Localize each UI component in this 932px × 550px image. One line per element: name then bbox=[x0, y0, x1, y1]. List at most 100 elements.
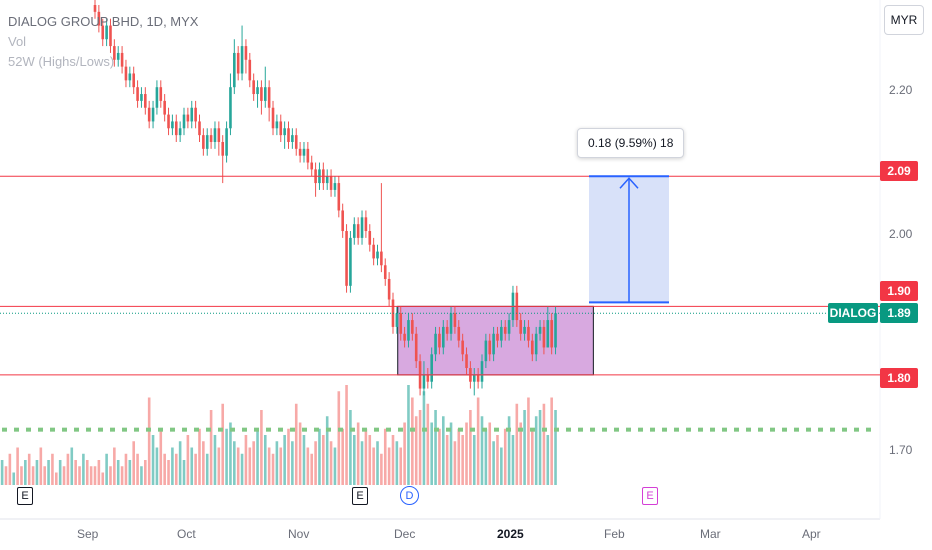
candle-body bbox=[527, 326, 530, 341]
volume-bar bbox=[113, 447, 116, 485]
earnings-icon[interactable]: E bbox=[17, 487, 33, 505]
volume-bar bbox=[302, 435, 306, 485]
candle-body bbox=[426, 374, 430, 382]
dotted-marker bbox=[98, 427, 103, 432]
volume-bar bbox=[55, 472, 58, 485]
candle bbox=[233, 39, 236, 95]
volume-bar bbox=[31, 466, 35, 485]
candle-body bbox=[291, 135, 294, 142]
candle bbox=[167, 107, 170, 136]
candle-body bbox=[236, 52, 240, 74]
dotted-marker bbox=[506, 427, 511, 432]
candle-body bbox=[101, 25, 105, 40]
candle-body bbox=[496, 333, 499, 341]
volume-indicator-label[interactable]: Vol bbox=[8, 34, 27, 49]
candle-body bbox=[302, 148, 306, 156]
dotted-marker bbox=[722, 427, 727, 432]
candle-body bbox=[395, 313, 399, 327]
candle bbox=[387, 272, 391, 307]
volume-bar bbox=[503, 428, 507, 485]
candle bbox=[380, 183, 383, 273]
volume-bar bbox=[356, 422, 360, 485]
price-tag-resistance: 1.90 bbox=[880, 281, 918, 301]
candle bbox=[527, 320, 530, 348]
candle bbox=[496, 326, 499, 348]
52w-indicator-label[interactable]: 52W (Highs/Lows) bbox=[8, 54, 115, 69]
range-box[interactable] bbox=[397, 305, 594, 376]
volume-bar bbox=[476, 397, 480, 485]
volume-bar bbox=[4, 466, 8, 485]
volume-bar bbox=[469, 410, 472, 485]
volume-bar bbox=[163, 453, 166, 485]
candle bbox=[341, 203, 344, 238]
candle bbox=[302, 141, 306, 163]
candle-body bbox=[519, 320, 522, 334]
candle-body bbox=[430, 354, 433, 382]
horizontal-lines bbox=[0, 175, 880, 376]
earnings-icon[interactable]: E bbox=[352, 487, 368, 505]
candle-body bbox=[465, 354, 468, 369]
candle bbox=[534, 326, 538, 362]
candle bbox=[360, 210, 364, 245]
volume-bar bbox=[542, 403, 546, 485]
volume-bar bbox=[531, 428, 534, 485]
candle bbox=[105, 18, 108, 47]
dotted-marker bbox=[422, 427, 427, 432]
volume-bar bbox=[105, 453, 108, 485]
measure-label: 0.18 (9.59%) 18 bbox=[577, 128, 685, 158]
dotted-marker bbox=[74, 427, 79, 432]
candle bbox=[314, 162, 317, 197]
candle-body bbox=[306, 148, 310, 163]
candle-body bbox=[113, 46, 116, 60]
volume-bar bbox=[62, 466, 66, 485]
candle-body bbox=[186, 114, 190, 122]
dotted-marker bbox=[326, 427, 331, 432]
currency-button[interactable]: MYR bbox=[884, 5, 924, 35]
volume-bar bbox=[167, 460, 170, 485]
volume-bar bbox=[422, 391, 426, 485]
candle bbox=[287, 121, 290, 149]
volume-bar bbox=[136, 453, 139, 485]
dotted-marker bbox=[698, 427, 703, 432]
symbol-title[interactable]: DIALOG GROUP BHD, 1D, MYX bbox=[8, 14, 199, 29]
candle-body bbox=[534, 333, 538, 355]
dotted-marker bbox=[806, 427, 811, 432]
dotted-marker bbox=[542, 427, 547, 432]
candle bbox=[260, 80, 263, 115]
volume-bar bbox=[198, 428, 201, 485]
candle-body bbox=[229, 87, 232, 129]
dotted-marker bbox=[590, 427, 595, 432]
dotted-marker bbox=[530, 427, 535, 432]
candle bbox=[430, 347, 433, 389]
candle bbox=[244, 39, 248, 74]
dotted-marker bbox=[770, 427, 775, 432]
candle bbox=[438, 326, 441, 355]
candle bbox=[457, 320, 461, 348]
volume-bar bbox=[109, 466, 112, 485]
earnings-icon[interactable]: E bbox=[642, 487, 658, 505]
candle bbox=[132, 66, 135, 95]
candle bbox=[209, 128, 213, 149]
candle bbox=[194, 100, 197, 129]
candle-body bbox=[550, 320, 553, 348]
candle bbox=[434, 326, 437, 362]
volume-bar bbox=[457, 428, 461, 485]
candle bbox=[155, 80, 159, 115]
candle-body bbox=[279, 121, 283, 136]
candle-body bbox=[225, 128, 228, 156]
candle bbox=[550, 313, 553, 355]
candle bbox=[480, 354, 484, 389]
candle-body bbox=[124, 66, 128, 81]
candle bbox=[136, 80, 139, 108]
dividend-icon[interactable]: D bbox=[400, 486, 419, 505]
time-label-sep: Sep bbox=[77, 527, 99, 541]
candle-body bbox=[97, 11, 101, 26]
volume-bar bbox=[82, 453, 85, 485]
candle-body bbox=[132, 73, 135, 88]
candle-body bbox=[217, 128, 221, 142]
candle-body bbox=[523, 326, 526, 334]
volume-bar bbox=[438, 428, 441, 485]
candle-body bbox=[147, 107, 151, 122]
volume-bar bbox=[329, 441, 333, 485]
